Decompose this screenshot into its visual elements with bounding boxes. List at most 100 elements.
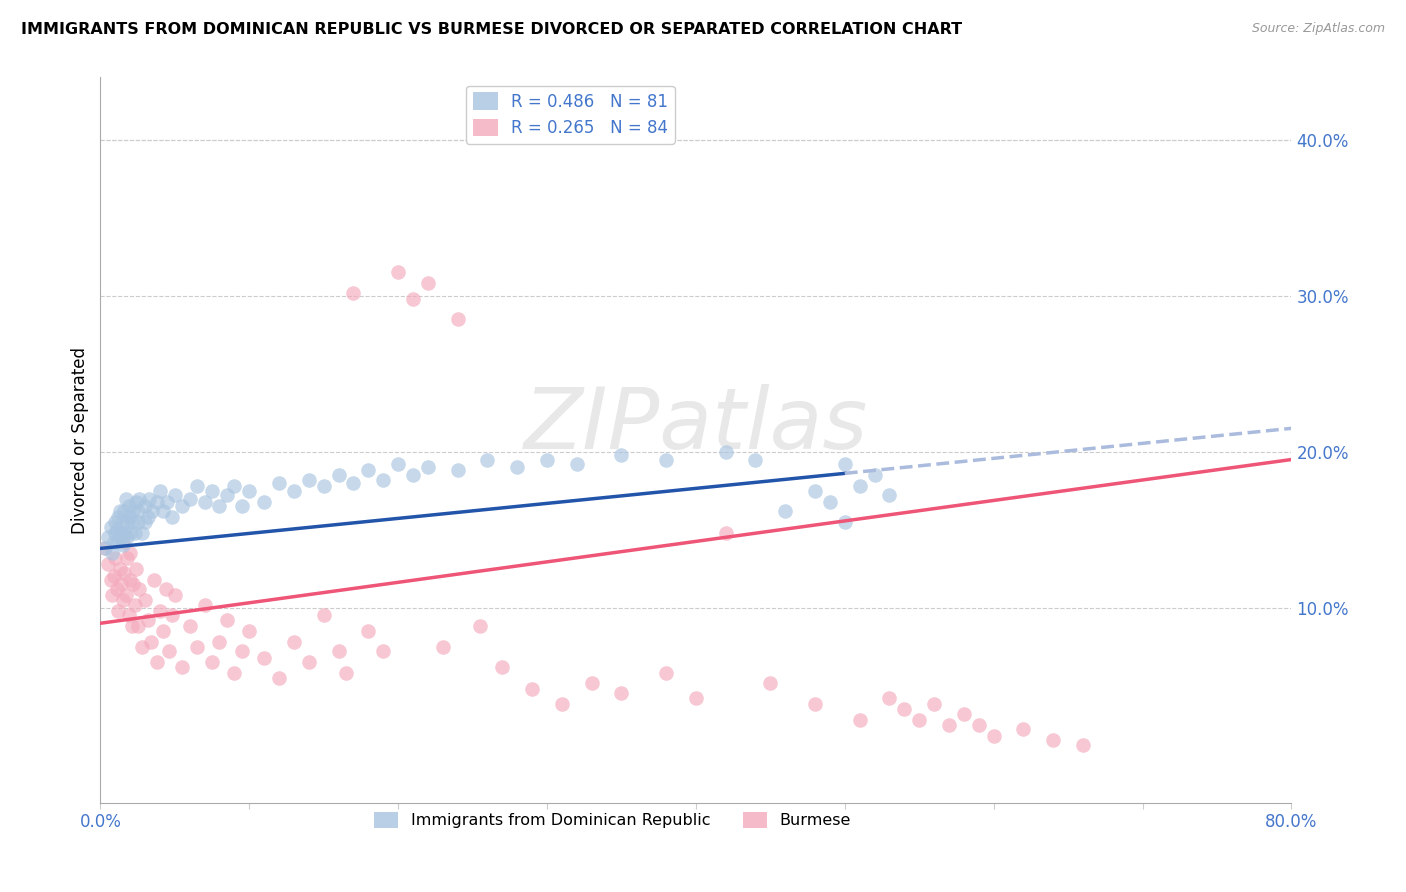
Point — [610, 686, 633, 700]
Point — [160, 608, 183, 623]
Point — [155, 582, 177, 596]
Point — [136, 510, 159, 524]
Point — [121, 515, 143, 529]
Point — [152, 504, 174, 518]
Point — [253, 650, 276, 665]
Point — [328, 468, 350, 483]
Point — [298, 655, 321, 669]
Point — [238, 483, 260, 498]
Point — [94, 541, 117, 556]
Point — [122, 504, 145, 518]
Point — [387, 457, 409, 471]
Point — [97, 531, 120, 545]
Point — [111, 593, 134, 607]
Point — [922, 698, 945, 712]
Point — [107, 510, 129, 524]
Point — [134, 515, 156, 529]
Point — [160, 510, 183, 524]
Point — [110, 525, 132, 540]
Y-axis label: Divorced or Separated: Divorced or Separated — [72, 346, 89, 533]
Point — [186, 479, 208, 493]
Point — [312, 479, 335, 493]
Point — [714, 444, 737, 458]
Point — [1042, 733, 1064, 747]
Point — [142, 573, 165, 587]
Point — [908, 713, 931, 727]
Point — [108, 531, 131, 545]
Point — [111, 535, 134, 549]
Point — [581, 675, 603, 690]
Point — [215, 613, 238, 627]
Point — [134, 593, 156, 607]
Point — [105, 582, 128, 596]
Point — [120, 510, 142, 524]
Text: Source: ZipAtlas.com: Source: ZipAtlas.com — [1251, 22, 1385, 36]
Point — [104, 550, 127, 565]
Point — [357, 463, 380, 477]
Point — [117, 608, 139, 623]
Point — [983, 729, 1005, 743]
Point — [105, 523, 128, 537]
Point — [610, 448, 633, 462]
Point — [103, 535, 125, 549]
Point — [108, 504, 131, 518]
Point — [149, 483, 172, 498]
Point — [194, 598, 217, 612]
Point — [491, 660, 513, 674]
Point — [267, 671, 290, 685]
Point — [107, 604, 129, 618]
Point — [201, 483, 224, 498]
Point — [714, 525, 737, 540]
Point — [402, 468, 425, 483]
Point — [879, 488, 901, 502]
Point — [172, 660, 194, 674]
Point — [744, 452, 766, 467]
Point — [186, 640, 208, 654]
Point — [938, 717, 960, 731]
Point — [157, 644, 180, 658]
Point — [848, 713, 870, 727]
Point — [298, 473, 321, 487]
Point — [804, 483, 827, 498]
Point — [97, 557, 120, 571]
Point — [100, 519, 122, 533]
Point — [342, 285, 364, 300]
Point — [115, 531, 138, 545]
Point — [103, 569, 125, 583]
Text: ZIPatlas: ZIPatlas — [524, 384, 868, 467]
Point — [231, 644, 253, 658]
Point — [136, 613, 159, 627]
Point — [134, 500, 156, 514]
Point — [215, 488, 238, 502]
Legend: Immigrants from Dominican Republic, Burmese: Immigrants from Dominican Republic, Burm… — [368, 805, 858, 835]
Point — [253, 494, 276, 508]
Point — [111, 515, 134, 529]
Point — [163, 588, 186, 602]
Point — [804, 698, 827, 712]
Point — [121, 619, 143, 633]
Point — [152, 624, 174, 638]
Point — [335, 666, 357, 681]
Point — [231, 500, 253, 514]
Point — [115, 550, 138, 565]
Point — [107, 533, 129, 548]
Point — [759, 675, 782, 690]
Point — [111, 538, 134, 552]
Point — [655, 666, 678, 681]
Point — [536, 452, 558, 467]
Point — [201, 655, 224, 669]
Point — [357, 624, 380, 638]
Point — [224, 479, 246, 493]
Point — [520, 681, 543, 696]
Point — [114, 588, 136, 602]
Point — [115, 515, 138, 529]
Point — [312, 608, 335, 623]
Point — [238, 624, 260, 638]
Point — [283, 483, 305, 498]
Point — [1071, 738, 1094, 752]
Point — [94, 541, 117, 556]
Point — [163, 488, 186, 502]
Point — [834, 457, 856, 471]
Point — [104, 515, 127, 529]
Point — [416, 277, 439, 291]
